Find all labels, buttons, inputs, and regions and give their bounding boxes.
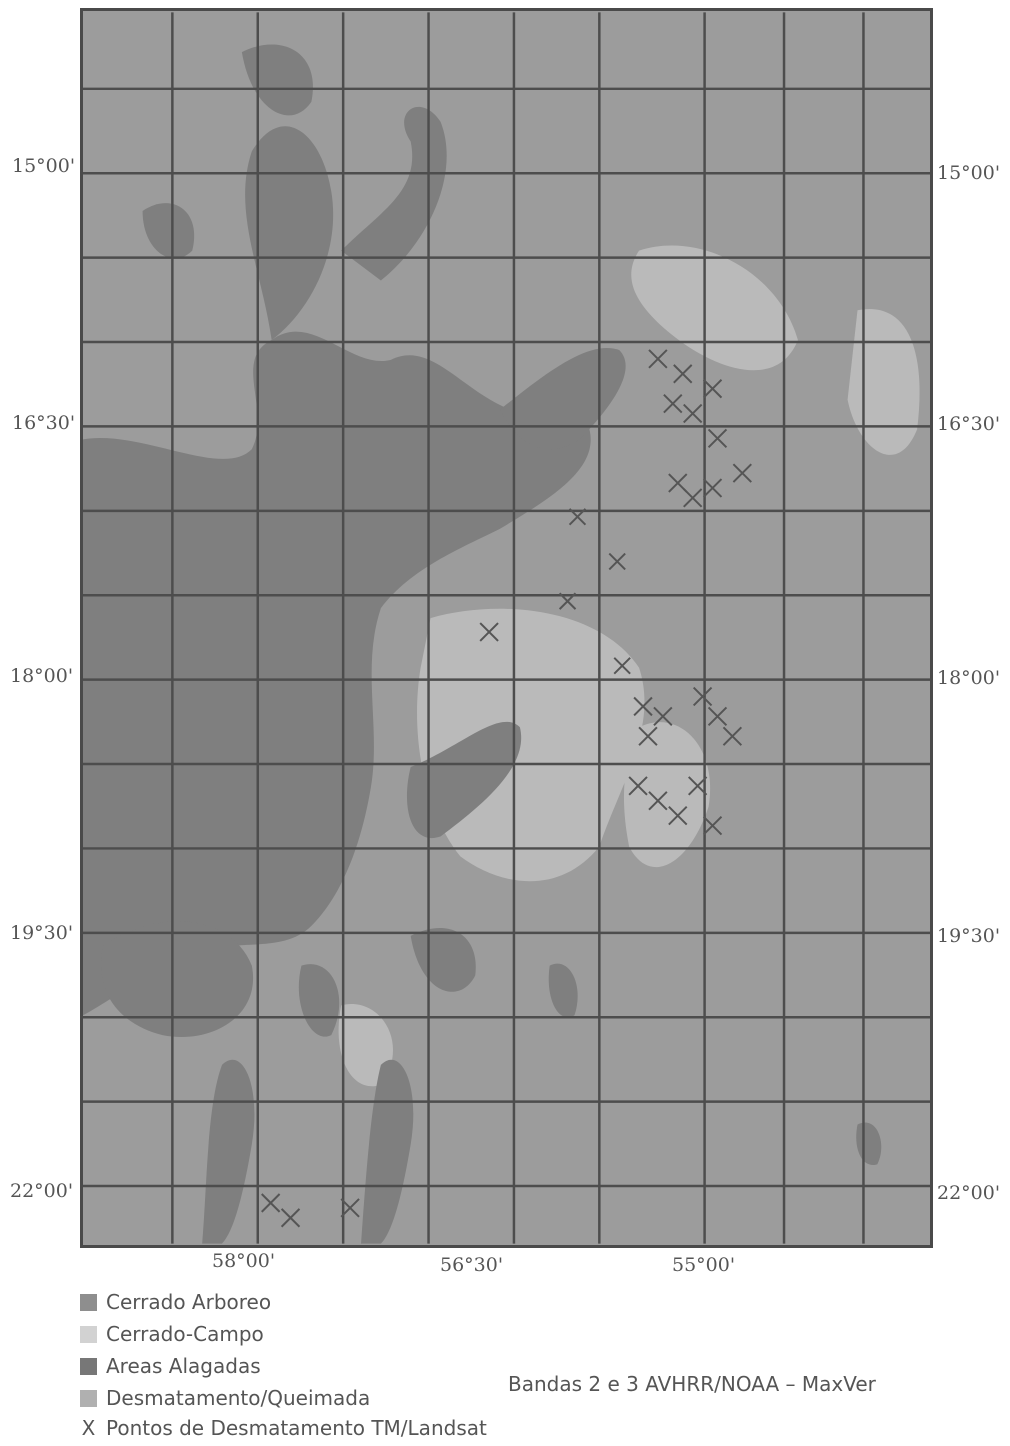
map-grid — [83, 12, 930, 1244]
legend-label: Pontos de Desmatamento TM/Landsat — [106, 1416, 487, 1440]
latitude-label-right: 16°30' — [937, 413, 1001, 435]
areas-alagadas-regions — [83, 44, 882, 1244]
legend-label: Desmatamento/Queimada — [106, 1386, 371, 1410]
latitude-label-right: 15°00' — [937, 162, 1001, 184]
map-caption: Bandas 2 e 3 AVHRR/NOAA – MaxVer — [508, 1372, 876, 1396]
latitude-label-right: 22°00' — [937, 1182, 1001, 1204]
longitude-label: 56°30' — [440, 1254, 504, 1276]
square-swatch-icon — [80, 1357, 97, 1375]
latitude-label-left: 16°30' — [12, 412, 76, 434]
square-swatch-icon — [80, 1325, 97, 1343]
deforestation-points — [261, 349, 752, 1228]
x-marker-icon: X — [81, 1416, 96, 1440]
classified-map — [80, 8, 933, 1248]
longitude-label: 55°00' — [672, 1254, 736, 1276]
map-canvas — [83, 12, 930, 1244]
legend-label: Areas Alagadas — [106, 1354, 261, 1378]
latitude-label-right: 19°30' — [937, 925, 1001, 947]
longitude-label: 58°00' — [212, 1250, 276, 1272]
latitude-label-left: 15°00' — [12, 155, 76, 177]
latitude-label-right: 18°00' — [937, 667, 1001, 689]
legend-item: X Pontos de Desmatamento TM/Landsat — [80, 1416, 487, 1440]
latitude-label-left: 22°00' — [10, 1180, 74, 1202]
legend-item: Areas Alagadas — [80, 1354, 261, 1378]
square-swatch-icon — [80, 1389, 97, 1407]
legend-item: Cerrado Arboreo — [80, 1290, 271, 1314]
square-swatch-icon — [80, 1293, 97, 1311]
latitude-label-left: 19°30' — [10, 922, 74, 944]
legend-label: Cerrado Arboreo — [106, 1290, 272, 1314]
legend-item: Desmatamento/Queimada — [80, 1386, 370, 1410]
latitude-label-left: 18°00' — [10, 665, 74, 687]
legend-item: Cerrado-Campo — [80, 1322, 264, 1346]
legend-label: Cerrado-Campo — [106, 1322, 264, 1346]
cerrado-campo-regions — [338, 245, 920, 1087]
